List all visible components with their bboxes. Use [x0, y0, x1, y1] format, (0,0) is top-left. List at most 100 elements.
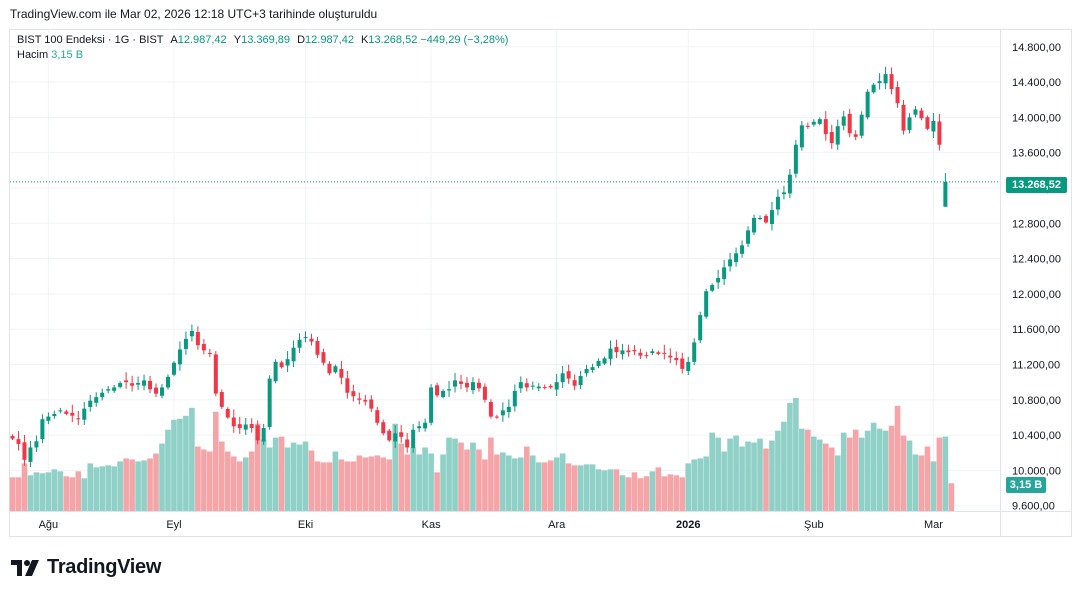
volume-bar: [613, 469, 620, 511]
volume-bar: [362, 457, 369, 511]
volume-bar: [595, 469, 602, 511]
candle: [572, 374, 577, 391]
candle: [889, 67, 894, 95]
candle: [219, 389, 224, 409]
candle: [112, 384, 117, 393]
candle: [213, 351, 218, 397]
volume-bar: [189, 407, 195, 511]
y-tick-label: 14.800,00: [1012, 42, 1061, 54]
volume-bar: [69, 477, 76, 511]
candle: [835, 119, 840, 150]
y-tick-label: 13.600,00: [1012, 148, 1061, 160]
candle: [321, 348, 326, 366]
tradingview-logo-icon: [11, 559, 39, 576]
change-value: −449,29 (−3,28%): [420, 34, 509, 46]
candle: [273, 359, 278, 384]
volume-bar: [213, 411, 219, 511]
volume-bar: [254, 423, 261, 511]
volume-bar: [703, 456, 709, 511]
candle: [447, 381, 452, 397]
volume-bar: [434, 472, 440, 511]
volume-bar: [350, 461, 357, 511]
candle: [823, 111, 828, 141]
volume-bar: [183, 415, 189, 511]
candle: [411, 424, 416, 453]
x-tick-label: Ara: [548, 519, 566, 531]
volume-bar: [691, 459, 698, 511]
candle: [417, 421, 422, 433]
candle: [901, 99, 906, 135]
candle: [124, 372, 129, 389]
volume-bar: [446, 437, 452, 511]
volume-bar: [219, 441, 225, 511]
volume-bar: [942, 436, 949, 511]
volume-bar: [625, 477, 632, 511]
candle: [255, 420, 260, 445]
volume-bar: [410, 447, 416, 511]
volume-bar: [296, 444, 303, 511]
volume-bar: [242, 457, 249, 511]
volume-bar: [529, 455, 536, 511]
candle: [638, 348, 643, 359]
candle: [464, 377, 469, 393]
candle: [154, 383, 159, 397]
x-tick-label: Eki: [298, 519, 313, 531]
volume-bar: [715, 437, 721, 511]
volume-bar: [523, 446, 530, 511]
candle: [913, 106, 918, 118]
volume-bar: [260, 439, 267, 511]
candle: [16, 431, 21, 451]
volume-bar: [21, 463, 28, 511]
volume-bar: [195, 446, 201, 511]
candle: [189, 324, 194, 342]
candle: [267, 375, 272, 430]
candle: [524, 378, 529, 392]
candle: [351, 384, 356, 402]
volume-bar: [828, 447, 835, 511]
candle: [291, 340, 296, 368]
candle: [333, 364, 338, 374]
candle: [805, 122, 810, 129]
volume-bar: [727, 438, 733, 511]
volume-bar: [386, 459, 393, 511]
candle: [656, 350, 661, 356]
volume-bar: [207, 451, 213, 511]
candle: [919, 107, 924, 121]
tradingview-logo[interactable]: TradingView: [11, 556, 161, 579]
volume-bar: [500, 452, 506, 511]
candle: [787, 169, 792, 199]
candle: [46, 412, 51, 425]
time-axis: Ağu Eyl Eki Kas Ara 2026 Şub Mar: [10, 511, 1071, 531]
volume-label: Hacim: [17, 49, 49, 61]
candle: [740, 240, 745, 258]
volume-bar: [470, 442, 476, 511]
volume-bar: [583, 464, 590, 511]
volume-bar: [876, 428, 883, 511]
candle: [542, 384, 547, 390]
candle: [297, 333, 302, 353]
volume-bar: [619, 475, 626, 511]
volume-bar: [655, 467, 662, 511]
candle: [10, 434, 15, 441]
volume-bar: [272, 437, 279, 511]
volume-bar: [141, 460, 147, 511]
candle: [752, 214, 757, 236]
candle: [548, 384, 553, 389]
candle: [560, 365, 565, 389]
export-header: TradingView.com ile Mar 02, 2026 12:18 U…: [10, 7, 378, 21]
volume-bar: [805, 429, 811, 511]
y-tick-label: 12.800,00: [1012, 218, 1061, 230]
candle: [668, 348, 673, 364]
candle: [895, 81, 900, 108]
volume-bar: [332, 451, 339, 511]
candle: [722, 260, 727, 285]
volume-bar: [745, 441, 751, 511]
volume-bar: [858, 437, 865, 511]
candle: [52, 410, 57, 419]
close-value: 13.268,52: [368, 34, 418, 46]
volume-bar: [284, 447, 291, 511]
candle: [279, 360, 284, 369]
candle: [470, 377, 475, 395]
candle: [775, 189, 780, 216]
